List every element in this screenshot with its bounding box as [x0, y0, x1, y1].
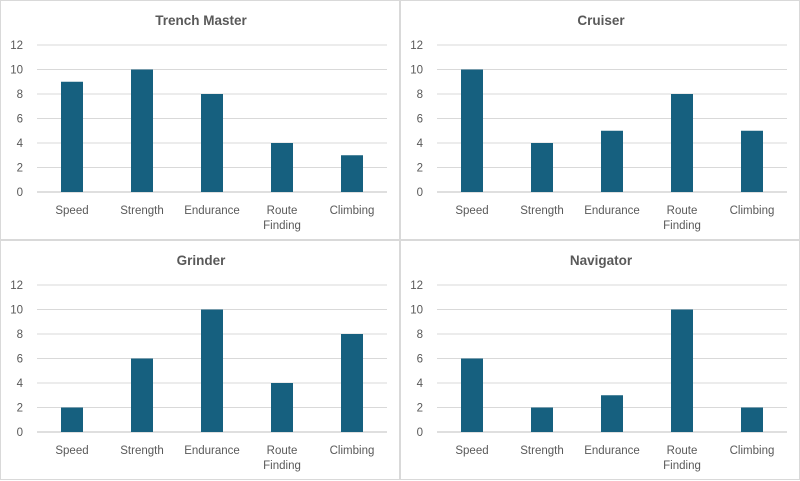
bar [601, 395, 623, 432]
y-tick-label: 2 [17, 403, 23, 415]
x-category-label: Strength [120, 205, 163, 217]
bar-chart: Trench Master 0 2 4 6 8 10 12 Speed Strength Endur… [10, 13, 387, 232]
y-tick-label: 6 [417, 114, 423, 126]
x-category-label: Speed [55, 445, 88, 457]
x-category-label: Climbing [330, 445, 375, 457]
y-tick-label: 12 [410, 40, 423, 52]
x-category-label: Route Finding [263, 205, 301, 232]
chart-title: Trench Master [155, 13, 247, 28]
x-category-label: Strength [520, 205, 563, 217]
bar [461, 69, 483, 192]
x-category-label: Climbing [330, 205, 375, 217]
x-category-label: Climbing [730, 205, 775, 217]
y-tick-label: 8 [17, 89, 23, 101]
chart-panel-grinder: Grinder 0 2 4 6 8 10 12 Speed Strength Endurance Ro… [0, 240, 400, 480]
x-category-label: Endurance [184, 205, 240, 217]
bar [341, 155, 363, 192]
bar [741, 407, 763, 432]
bar [61, 81, 83, 192]
bar [531, 143, 553, 192]
y-tick-label: 0 [17, 427, 23, 439]
x-category-label: Speed [455, 445, 488, 457]
y-tick-label: 4 [417, 378, 424, 390]
bar [201, 309, 223, 432]
y-tick-label: 0 [17, 187, 23, 199]
y-tick-label: 12 [10, 40, 23, 52]
x-category-label: Route Finding [663, 205, 701, 232]
x-category-label: Strength [120, 445, 163, 457]
y-tick-label: 8 [17, 329, 23, 341]
x-category-label: Strength [520, 445, 563, 457]
bar [741, 130, 763, 192]
y-tick-label: 10 [10, 305, 23, 317]
y-tick-label: 10 [10, 65, 23, 77]
bar [671, 94, 693, 192]
chart-panel-trench-master: Trench Master 0 2 4 6 8 10 12 Speed Strength Endur… [0, 0, 400, 240]
x-category-label: Route Finding [263, 445, 301, 472]
bar [131, 358, 153, 432]
y-tick-label: 0 [417, 187, 423, 199]
y-tick-label: 6 [417, 354, 423, 366]
bar [671, 309, 693, 432]
x-category-label: Speed [55, 205, 88, 217]
y-tick-label: 6 [17, 114, 23, 126]
x-category-label: Speed [455, 205, 488, 217]
x-category-label: Route Finding [663, 445, 701, 472]
bar [131, 69, 153, 192]
bar [271, 383, 293, 432]
bar-chart: Grinder 0 2 4 6 8 10 12 Speed Strength Endurance Ro… [10, 253, 387, 472]
x-category-label: Endurance [184, 445, 240, 457]
y-tick-label: 6 [17, 354, 23, 366]
y-tick-label: 2 [417, 403, 423, 415]
chart-panel-cruiser: Cruiser 0 2 4 6 8 10 12 Speed Strength Endurance Ro… [400, 0, 800, 240]
chart-title: Navigator [570, 253, 633, 268]
y-tick-label: 12 [410, 280, 423, 292]
chart-title: Grinder [177, 253, 227, 268]
bar [461, 358, 483, 432]
x-category-label: Climbing [730, 445, 775, 457]
y-tick-label: 2 [17, 163, 23, 175]
y-tick-label: 4 [417, 138, 424, 150]
y-tick-label: 0 [417, 427, 423, 439]
bar [271, 143, 293, 192]
chart-title: Cruiser [577, 13, 625, 28]
bar [531, 407, 553, 432]
bar-chart: Cruiser 0 2 4 6 8 10 12 Speed Strength Endurance Ro… [410, 13, 787, 232]
x-category-label: Endurance [584, 445, 640, 457]
bar-chart: Navigator 0 2 4 6 8 10 12 Speed Strength Endurance… [410, 253, 787, 472]
y-tick-label: 12 [10, 280, 23, 292]
y-tick-label: 8 [417, 329, 423, 341]
bar [341, 334, 363, 432]
bar [201, 94, 223, 192]
y-tick-label: 2 [417, 163, 423, 175]
x-category-label: Endurance [584, 205, 640, 217]
chart-panel-navigator: Navigator 0 2 4 6 8 10 12 Speed Strength Endurance… [400, 240, 800, 480]
bar [61, 407, 83, 432]
y-tick-label: 4 [17, 378, 24, 390]
y-tick-label: 8 [417, 89, 423, 101]
y-tick-label: 4 [17, 138, 24, 150]
y-tick-label: 10 [410, 65, 423, 77]
bar [601, 130, 623, 192]
y-tick-label: 10 [410, 305, 423, 317]
